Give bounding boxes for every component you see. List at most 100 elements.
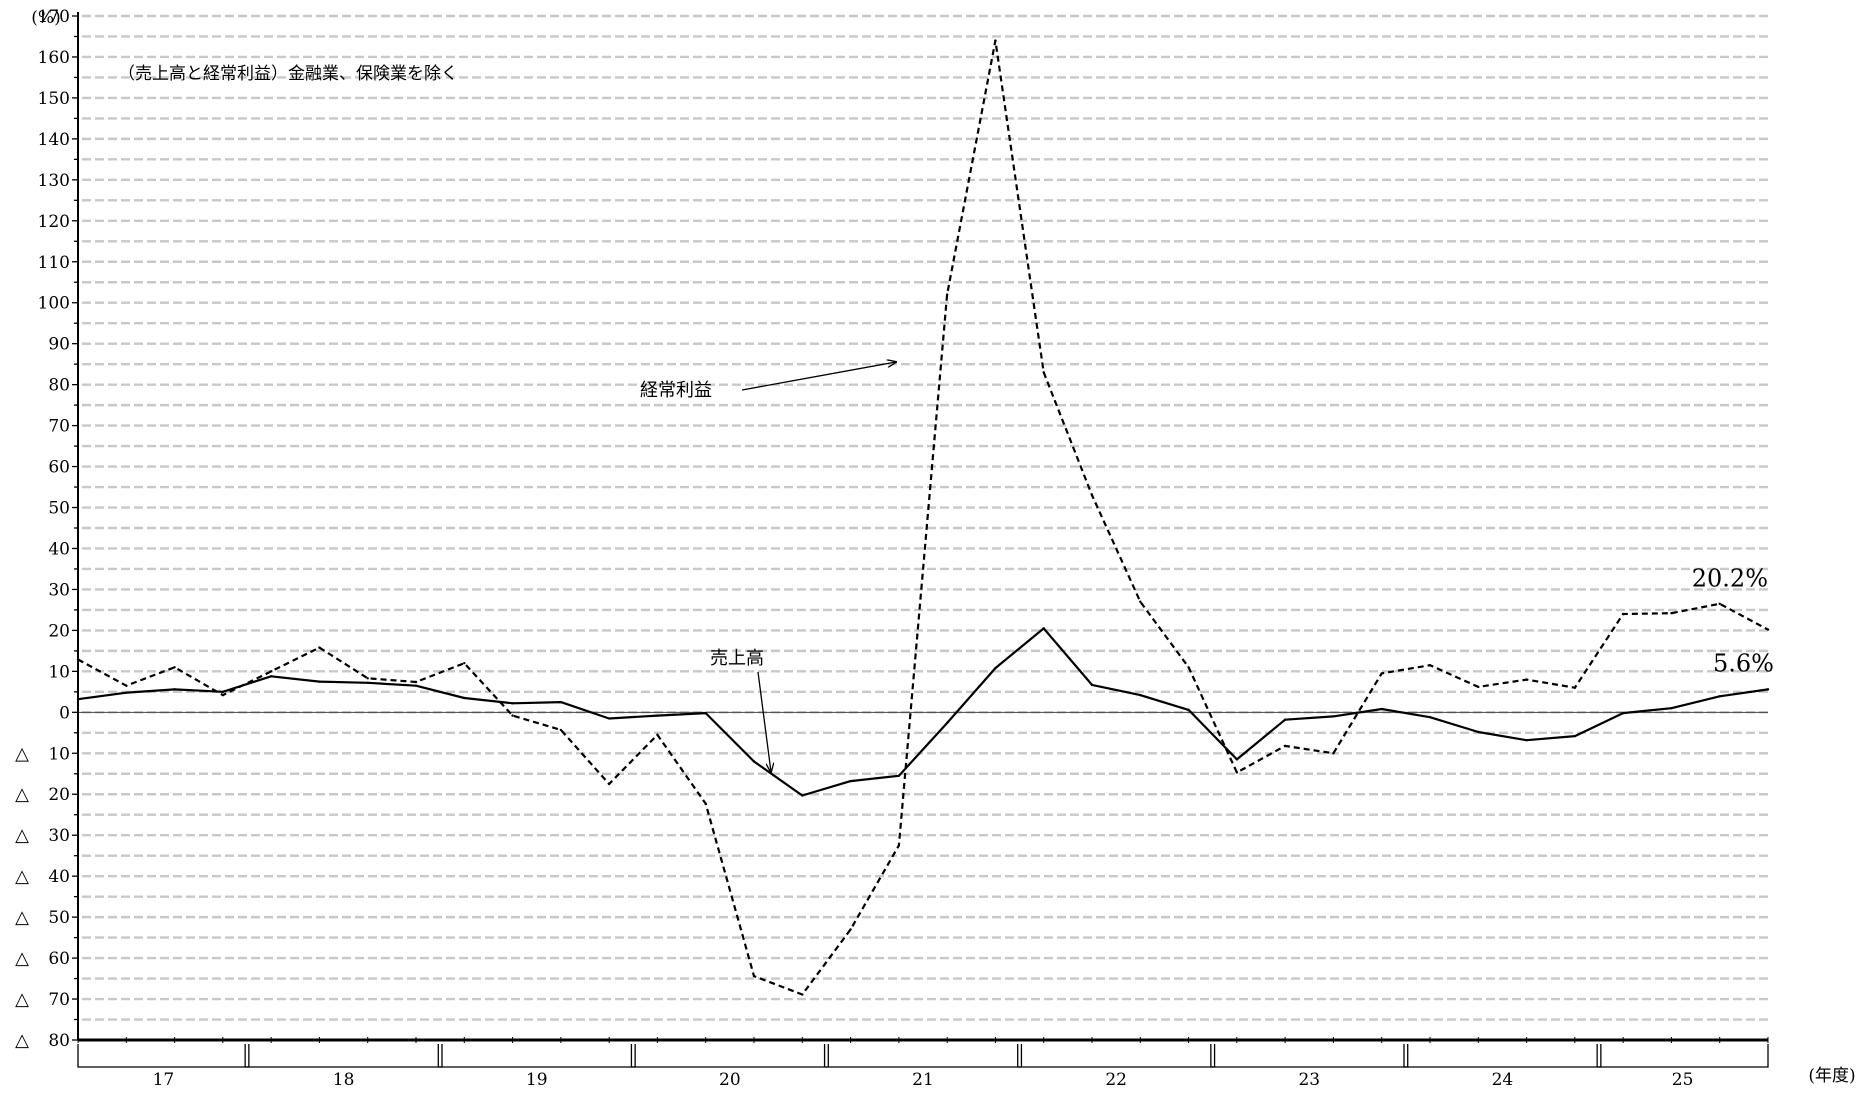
sales-point	[1187, 708, 1190, 712]
sales-point	[414, 684, 418, 687]
y-tick-label: 160	[38, 48, 70, 68]
sales-point	[463, 696, 466, 700]
ordinary-profit-point	[1042, 371, 1045, 374]
y-axis-unit-label: (%)	[31, 8, 60, 28]
negative-marker: △	[15, 743, 29, 764]
negative-marker: △	[15, 825, 29, 846]
y-tick-label: 10	[48, 662, 70, 682]
sales-point	[1139, 693, 1142, 697]
sales-end-label: 5.6%	[1713, 649, 1774, 677]
sales-point	[849, 779, 852, 783]
sales-point	[511, 702, 514, 705]
sales-point	[704, 711, 707, 715]
ordinary-profit-point	[945, 293, 949, 296]
sales-point	[76, 698, 80, 701]
ordinary-profit-point	[318, 646, 321, 649]
sales-point	[269, 675, 273, 678]
y-tick-label: 100	[38, 294, 70, 314]
x-year-label: 23	[1298, 1070, 1320, 1090]
negative-marker: △	[15, 1030, 29, 1051]
sales-point	[1766, 688, 1770, 691]
ordinary-profit-point	[704, 802, 707, 805]
sales-point	[125, 691, 128, 694]
sales-point	[1670, 707, 1673, 710]
ordinary-profit-point	[656, 733, 659, 737]
ordinary-profit-point	[559, 728, 563, 732]
y-tick-label: 60	[48, 458, 70, 478]
sales-point	[1283, 718, 1287, 721]
x-axis-unit-label: (年度)	[1808, 1066, 1855, 1086]
y-tick-label: 170	[38, 7, 70, 27]
y-tick-label: 110	[38, 253, 70, 273]
sales-point	[1235, 758, 1239, 761]
ordinary-profit-point	[1766, 628, 1770, 631]
sales-point	[173, 688, 176, 691]
y-tick-label: 30	[48, 826, 70, 846]
chart-grid	[82, 14, 1768, 1042]
sales-point	[1573, 734, 1577, 738]
ordinary-profit-point	[1139, 600, 1142, 603]
x-year-label: 19	[526, 1070, 548, 1090]
sales-point	[801, 794, 804, 797]
year-bracket	[1017, 1044, 1216, 1068]
year-bracket	[1210, 1044, 1409, 1068]
sales-point	[1718, 695, 1721, 698]
sales-point	[1621, 711, 1625, 715]
year-bracket	[1596, 1044, 1769, 1068]
ordinary-profit-point	[1477, 685, 1480, 689]
year-bracket	[1403, 1044, 1602, 1068]
ordinary-profit-point	[607, 782, 611, 786]
ordinary-profit-point	[1573, 686, 1577, 689]
sales-point	[1428, 716, 1432, 719]
sales-point	[607, 717, 611, 720]
year-bracket	[823, 1044, 1023, 1068]
y-tick-label: 0	[59, 703, 70, 723]
ordinary-profit-point	[511, 714, 514, 717]
y-tick-label: 40	[48, 867, 70, 887]
x-axis-year-brackets	[77, 1037, 1769, 1068]
chart-note: （売上高と経常利益）金融業、保険業を除く	[118, 64, 458, 84]
ordinary-profit-point	[849, 928, 852, 931]
ordinary-profit-point	[125, 684, 128, 687]
sales-point	[366, 681, 369, 685]
y-axis-ticks	[72, 15, 78, 1041]
ordinary-profit-arrow	[741, 362, 896, 391]
ordinary-profit-point	[1283, 744, 1287, 748]
ordinary-profit-point	[1235, 771, 1239, 774]
ordinary-profit-point	[1090, 494, 1094, 497]
negative-marker: △	[15, 866, 29, 887]
chart-series	[76, 39, 1770, 996]
x-year-label: 24	[1492, 1070, 1514, 1090]
y-tick-label: 130	[38, 171, 70, 191]
sales-point	[897, 774, 901, 778]
sales-point	[1477, 730, 1480, 734]
ordinary-profit-point	[1380, 672, 1383, 675]
x-year-label: 25	[1672, 1070, 1694, 1090]
year-bracket	[244, 1044, 443, 1068]
y-tick-label: 80	[48, 376, 70, 396]
y-tick-label: 140	[38, 130, 70, 150]
ordinary-profit-point	[1525, 678, 1528, 681]
sales-point	[656, 714, 659, 717]
ordinary-profit-point	[752, 974, 756, 978]
ordinary-profit-point	[173, 666, 176, 669]
sales-arrow	[757, 671, 771, 772]
ordinary-profit-end-label: 20.2%	[1692, 565, 1768, 593]
sales-point	[752, 760, 756, 763]
ordinary-profit-point	[897, 844, 901, 847]
ordinary-profit-point	[1428, 664, 1432, 667]
sales-point	[559, 700, 563, 704]
sales-point	[945, 721, 949, 725]
x-year-label: 18	[333, 1070, 355, 1090]
y-tick-label: 70	[48, 417, 70, 437]
y-tick-label: 80	[48, 1031, 70, 1051]
year-bracket	[437, 1044, 636, 1068]
negative-marker: △	[15, 989, 29, 1010]
sales-point	[1042, 627, 1045, 630]
ordinary-profit-point	[1332, 752, 1335, 755]
y-tick-label: 120	[38, 212, 70, 232]
y-tick-label: 150	[38, 89, 70, 109]
sales-point	[318, 680, 321, 683]
